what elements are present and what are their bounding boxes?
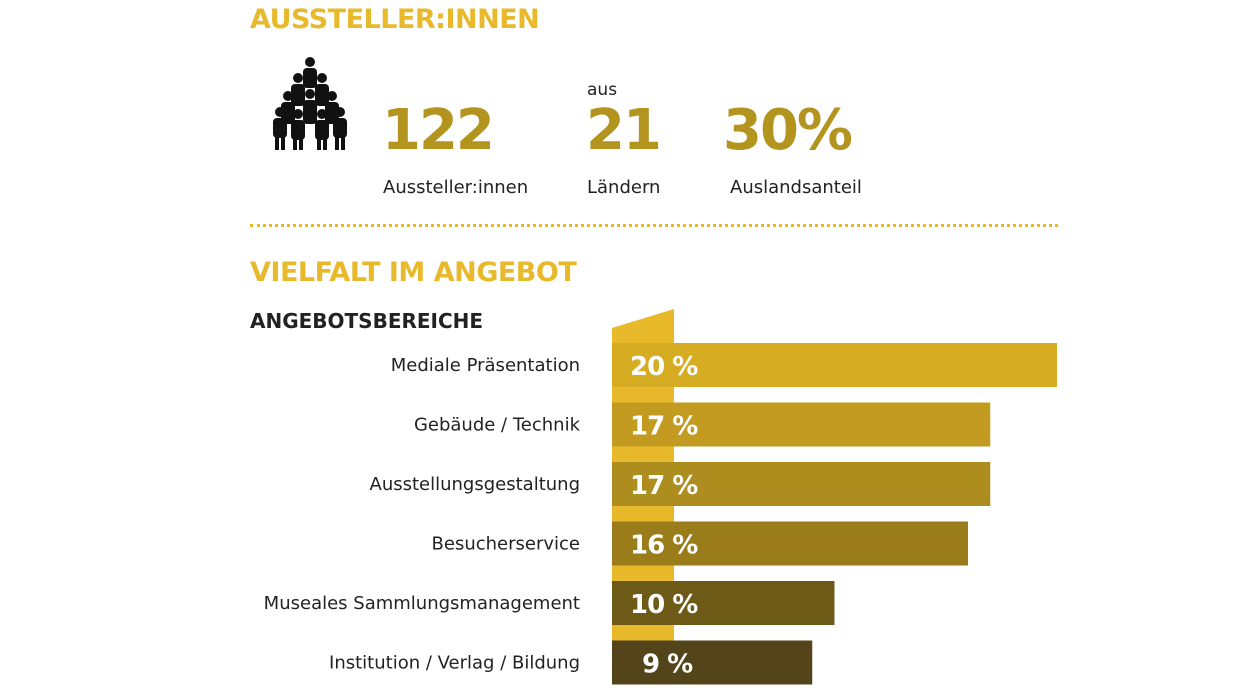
offer-subtitle: ANGEBOTSBEREICHE: [250, 309, 484, 333]
stat-countries-value: 21: [586, 98, 662, 163]
chart-category-label: Mediale Präsentation: [391, 355, 580, 376]
stat-exhibitors-value: 122: [382, 98, 495, 163]
chart-bar-value-label: 17 %: [630, 412, 698, 442]
stat-foreign-share-value: 30%: [723, 98, 853, 163]
chart-fold: [612, 565, 674, 581]
chart-fold: [612, 446, 674, 462]
chart-category-label: Ausstellungsgestaltung: [370, 474, 581, 495]
chart-category-label: Institution / Verlag / Bildung: [329, 653, 580, 674]
chart-bar: [612, 343, 1057, 387]
chart-bar-value-label: 20 %: [630, 352, 698, 382]
chart-category-label: Besucherservice: [432, 534, 580, 555]
chart-bar-value-label: 9 %: [642, 650, 693, 680]
chart-bar: [612, 581, 835, 625]
stat-countries-label: Ländern: [587, 177, 661, 198]
stat-countries-prefix: aus: [587, 80, 618, 100]
chart-bar: [612, 462, 991, 506]
chart-category-label: Gebäude / Technik: [414, 415, 581, 436]
dotted-divider: [250, 224, 1058, 227]
chart-bar: [612, 402, 991, 447]
chart-category-label: Museales Sammlungsmanagement: [264, 593, 580, 614]
chart-bar: [612, 521, 968, 566]
chart-bar-value-label: 10 %: [630, 590, 698, 620]
chart-fold: [612, 506, 674, 522]
exhibitors-title: AUSSTELLER:INNEN: [250, 4, 540, 35]
chart-bar: [612, 640, 813, 685]
chart-fold: [612, 387, 674, 403]
offer-title: VIELFALT IM ANGEBOT: [250, 257, 577, 288]
chart-bar-value-label: 16 %: [630, 531, 698, 561]
stat-exhibitors-label: Aussteller:innen: [383, 177, 529, 198]
chart-fold: [612, 625, 674, 641]
chart-bar-value-label: 17 %: [630, 471, 698, 501]
stat-foreign-share-label: Auslandsanteil: [730, 177, 862, 198]
people-group-icon: [273, 57, 347, 150]
